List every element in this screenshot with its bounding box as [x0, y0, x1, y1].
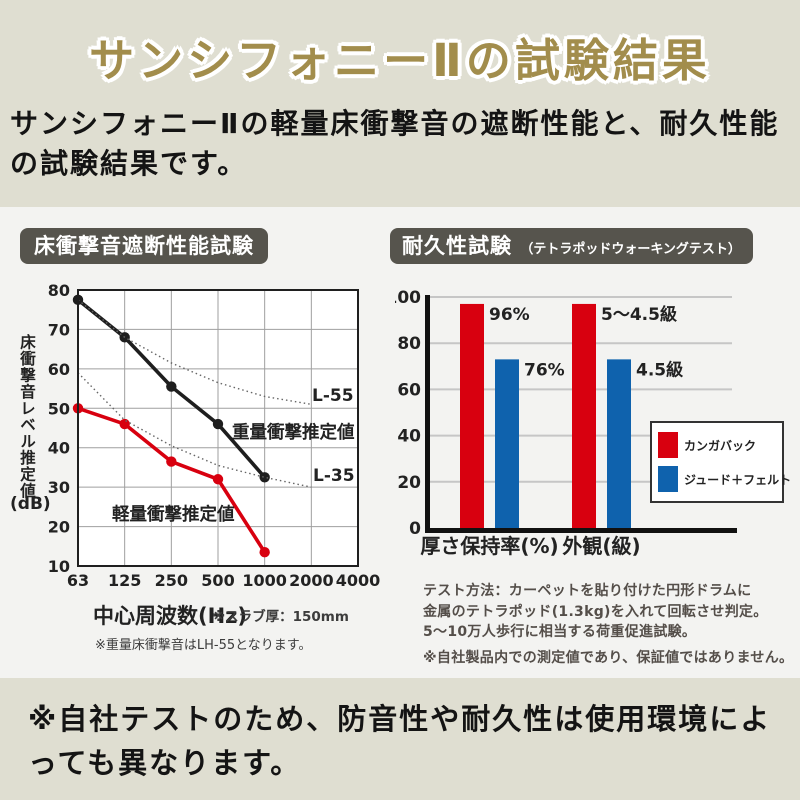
marker-軽量衝撃推定値	[259, 547, 270, 558]
bar-value-label: 96%	[489, 305, 530, 325]
test-method-note: テスト方法：カーペットを貼り付けた円形ドラムに 金属のテトラポッド(1.3kg)…	[423, 581, 793, 643]
page-title: サンシフォニーⅡの試験結果	[89, 34, 711, 87]
y-tick-label: 30	[48, 478, 70, 497]
line-chart-footnote: ※重量床衝撃音はLH-55となります。	[95, 638, 312, 653]
annotation-重量衝撃推定値: 重量衝撃推定値	[232, 422, 355, 443]
x-tick-label: 2000	[289, 571, 334, 590]
test-method-line-2: 金属のテトラポッド(1.3kg)を入れて回転させ判定。	[423, 603, 768, 620]
marker-軽量衝撃推定値	[119, 418, 130, 430]
line-chart-y-axis-unit: (dB)	[10, 494, 51, 514]
plot-border	[77, 289, 359, 567]
legend-swatch-blue	[658, 466, 678, 492]
x-tick-label: 63	[67, 571, 89, 590]
x-tick-label: 4000	[336, 571, 380, 590]
legend-label-kangaback: カンガバック	[684, 438, 757, 453]
y-axis-line	[425, 295, 430, 533]
page-subtitle-line2: の試験結果です。	[10, 147, 248, 180]
bar-ジュード＋フェルト	[607, 359, 631, 528]
x-tick-label: 1000	[242, 571, 287, 590]
footer-note-line2: っても異なります。	[28, 746, 302, 780]
legend-item-kangaback: カンガバック	[658, 432, 776, 458]
category-label: 外観(級)	[562, 534, 640, 558]
y-tick-label: 70	[48, 320, 70, 339]
category-label: 厚さ保持率(%)	[420, 534, 558, 558]
bar-ジュード＋フェルト	[495, 359, 519, 528]
series-L-55	[77, 299, 312, 406]
line-chart-x-axis-title: 中心周波数(Hz)	[93, 604, 247, 628]
line-chart-slab-note: ※スラブ厚：150mm	[212, 609, 349, 625]
x-axis-line	[425, 528, 737, 533]
legend-label-jute-felt: ジュード＋フェルト	[684, 472, 792, 487]
y-tick-label: 20	[397, 473, 421, 493]
y-tick-label: 50	[48, 399, 70, 418]
y-tick-label: 80	[397, 334, 421, 354]
y-tick-label: 20	[48, 518, 70, 537]
floor-test-badge: 床衝撃音遮断性能試験	[20, 228, 268, 264]
line-chart-y-axis-title: 床衝撃音レベル推定値	[18, 334, 36, 499]
marker-重量衝撃推定値	[166, 381, 177, 392]
x-tick-label: 250	[155, 571, 188, 590]
marker-重量衝撃推定値	[259, 472, 270, 483]
y-tick-label: 100	[395, 288, 421, 308]
bar-value-label: 76%	[524, 360, 565, 380]
y-tick-label: 60	[48, 360, 70, 379]
y-tick-label: 40	[397, 427, 421, 447]
durability-test-badge-main: 耐久性試験	[402, 234, 512, 258]
legend-swatch-red	[658, 432, 678, 458]
bar-カンガバック	[572, 303, 596, 528]
bar-value-label: 4.5級	[636, 359, 683, 380]
annotation-L-55: L-55	[312, 386, 354, 406]
marker-軽量衝撃推定値	[212, 474, 224, 485]
floor-impact-line-chart: 63 125 250 500 1000 2000 4000 80 70 60 50 40 30 20 10 重…	[48, 281, 380, 590]
footer-note-line1: ※自社テストのため、防音性や耐久性は使用環境によ	[28, 702, 772, 736]
measurement-disclaimer: ※自社製品内での測定値であり、保証値ではありません。	[423, 650, 794, 666]
bar-value-label: 5〜4.5級	[601, 304, 677, 325]
durability-test-badge-sub: （テトラポッドウォーキングテスト）	[520, 242, 741, 257]
y-tick-label: 0	[409, 519, 421, 539]
y-tick-label: 80	[48, 281, 70, 300]
page-subtitle-line1: サンシフォニーⅡの軽量床衝撃音の遮断性能と、耐久性能	[10, 107, 780, 140]
annotation-L-35: L-35	[313, 466, 355, 486]
x-tick-label: 125	[108, 571, 141, 590]
test-method-line-1: テスト方法：カーペットを貼り付けた円形ドラムに	[423, 583, 752, 599]
test-method-line-3: 5〜10万人歩行に相当する荷重促進試験。	[423, 624, 697, 640]
y-tick-label: 10	[48, 557, 70, 576]
legend-item-jute-felt: ジュード＋フェルト	[658, 466, 791, 492]
annotation-軽量衝撃推定値: 軽量衝撃推定値	[112, 504, 235, 525]
bar-chart-legend: カンガバック ジュード＋フェルト	[650, 421, 791, 503]
bar-カンガバック	[460, 303, 484, 528]
marker-軽量衝撃推定値	[166, 456, 177, 467]
y-tick-label: 40	[48, 439, 70, 458]
durability-test-badge: 耐久性試験 （テトラポッドウォーキングテスト）	[390, 228, 753, 264]
series-L-35	[77, 372, 312, 488]
x-tick-label: 500	[201, 571, 234, 590]
y-tick-label: 60	[397, 380, 421, 400]
marker-重量衝撃推定値	[212, 418, 224, 430]
